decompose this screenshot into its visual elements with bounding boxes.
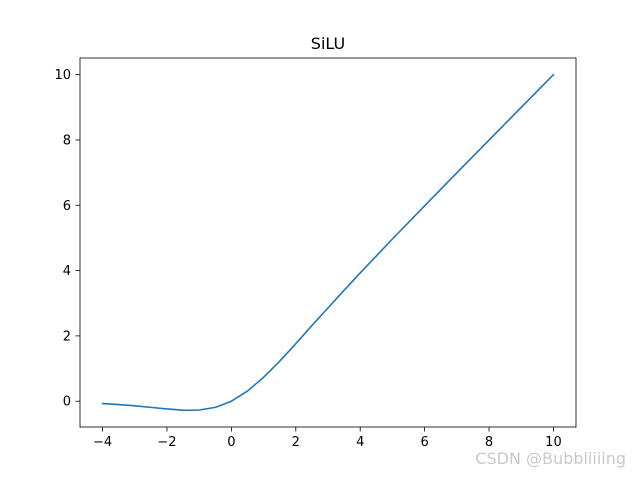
x-tick-label: 6 xyxy=(420,435,428,450)
y-tick-label: 2 xyxy=(63,329,71,344)
x-tick-label: −4 xyxy=(93,435,112,450)
watermark-text: CSDN @Bubbliiiing xyxy=(475,449,626,468)
x-tick-label: 4 xyxy=(356,435,364,450)
y-tick-label: 10 xyxy=(54,68,71,83)
x-tick-label: 8 xyxy=(485,435,493,450)
x-tick-label: −2 xyxy=(157,435,176,450)
y-tick-label: 4 xyxy=(63,264,71,279)
x-tick-label: 2 xyxy=(292,435,300,450)
chart-title: SiLU xyxy=(311,34,345,53)
plot-area: −4 −2 0 2 4 6 8 10 0 2 4 6 8 10 xyxy=(54,57,577,450)
y-tick-label: 6 xyxy=(63,199,71,214)
x-tick-label: 10 xyxy=(545,435,562,450)
series-line xyxy=(101,73,555,412)
y-tick-label: 8 xyxy=(63,133,71,148)
plot-frame xyxy=(79,57,577,428)
y-tick-label: 0 xyxy=(63,395,71,410)
x-tick-label: 0 xyxy=(227,435,235,450)
